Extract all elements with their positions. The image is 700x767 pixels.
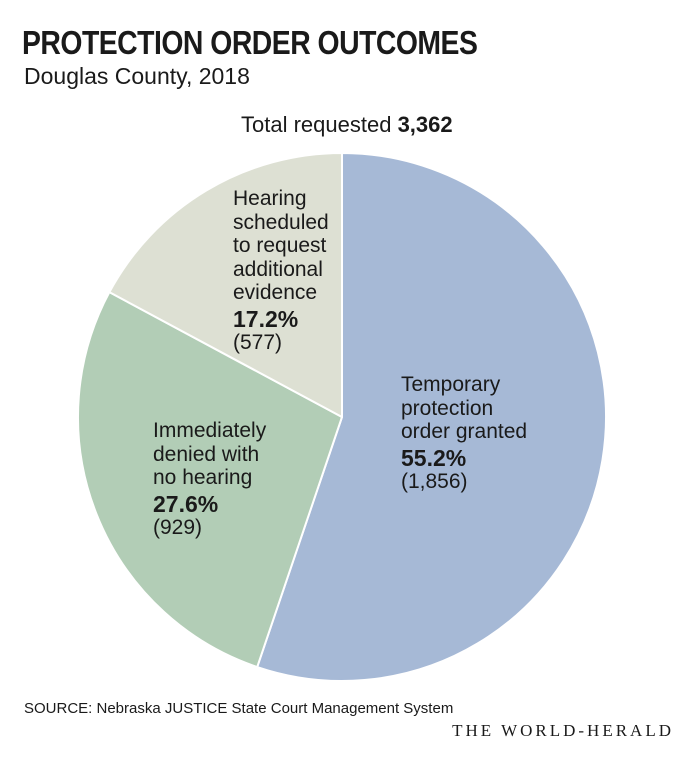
chart-subtitle: Douglas County, 2018 (24, 63, 250, 89)
slice-label-line: additional (233, 257, 323, 281)
slice-label-line: Immediately (153, 419, 267, 442)
slice-count: (577) (233, 331, 283, 354)
slice-label-line: scheduled (233, 210, 329, 234)
slice-label-line: Hearing (233, 187, 307, 210)
slice-label-line: Temporary (401, 373, 501, 396)
total-value: 3,362 (397, 112, 453, 137)
pie-slice-2 (77, 291, 343, 669)
slice-percent: 17.2% (233, 305, 299, 332)
source-note: SOURCE: Nebraska JUSTICE State Court Man… (24, 700, 454, 717)
slice-percent: 55.2% (401, 444, 467, 471)
slice-label-line: no hearing (153, 466, 253, 489)
publisher-credit: THE WORLD-HERALD (452, 721, 674, 740)
slice-label-temporary-order-granted: Temporary protection order granted 55.2%… (401, 373, 527, 494)
slice-label-line: order granted (401, 420, 528, 443)
total-label: Total requested (241, 112, 392, 137)
slice-count: (929) (153, 516, 203, 539)
total-requested: Total requested 3,362 (241, 114, 453, 136)
slice-percent: 27.6% (153, 490, 219, 517)
slice-label-line: protection (401, 396, 494, 420)
chart-title: PROTECTION ORDER OUTCOMES (22, 24, 478, 61)
slice-label-line: evidence (233, 281, 318, 304)
pie-slice-3 (108, 152, 343, 418)
slice-count: (1,856) (401, 470, 468, 493)
slice-label-immediately-denied: Immediately denied with no hearing 27.6%… (153, 419, 266, 540)
slice-label-line: denied with (153, 442, 260, 466)
slice-label-line: to request (233, 234, 327, 257)
pie-slice-1 (256, 152, 607, 682)
slice-label-hearing-scheduled: Hearing scheduled to request additional … (233, 187, 329, 355)
